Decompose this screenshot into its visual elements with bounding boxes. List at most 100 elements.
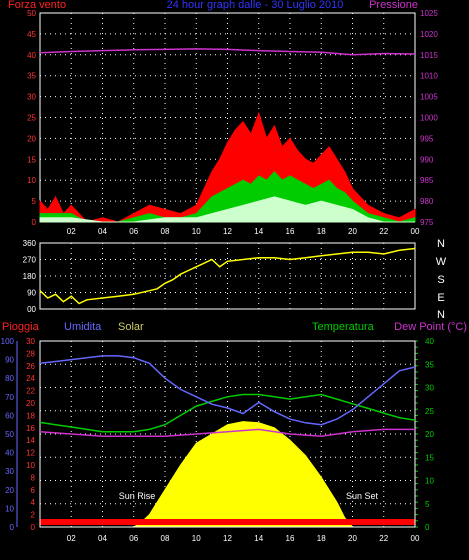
umidita-tick-label: 26 (26, 362, 35, 371)
pioggia-tick-label: 100 (1, 337, 15, 346)
label-temperatura: Temperatura (312, 321, 375, 333)
wind-series-area (39, 196, 415, 223)
top-title: 24 hour graph dalle - 30 Luglio 2010 (167, 0, 344, 11)
sun-set-label: Sun Set (346, 491, 379, 501)
right-tick-label: 1000 (420, 114, 438, 123)
x-tick-label: 00 (411, 534, 420, 543)
humidity-line (39, 355, 416, 426)
pioggia-tick-label: 40 (5, 449, 14, 458)
label-pioggia: Pioggia (2, 321, 40, 333)
left-tick-label: 25 (27, 114, 36, 123)
x-tick-label: 08 (161, 227, 170, 236)
x-tick-label: 02 (67, 227, 76, 236)
dir-tick-label: 360 (23, 239, 37, 248)
left-tick-label: 20 (27, 134, 36, 143)
x-tick-label: 02 (67, 534, 76, 543)
pioggia-tick-label: 70 (5, 393, 14, 402)
left-tick-label: 50 (27, 9, 36, 18)
left-tick-label: 40 (27, 51, 36, 60)
right-tick-label: 1010 (420, 72, 438, 81)
umidita-tick-label: 14 (26, 436, 35, 445)
temperature-line (39, 393, 416, 433)
umidita-tick-label: 16 (26, 424, 35, 433)
pioggia-tick-label: 60 (5, 411, 14, 420)
right-tick-label: 1005 (420, 93, 438, 102)
x-tick-label: 08 (161, 534, 170, 543)
right-tick-label: 1025 (420, 9, 438, 18)
compass-n-bottom: N (437, 309, 445, 321)
x-tick-label: 12 (223, 227, 232, 236)
pressure-line (39, 48, 416, 56)
dir-tick-label: 180 (23, 272, 37, 281)
pioggia-tick-label: 50 (5, 430, 14, 439)
dir-tick-label: 90 (27, 289, 36, 298)
umidita-tick-label: 28 (26, 349, 35, 358)
compass-w: W (436, 256, 447, 268)
pioggia-tick-label: 10 (5, 504, 14, 513)
umidita-tick-label: 24 (26, 374, 35, 383)
umidita-tick-label: 6 (31, 486, 36, 495)
left-tick-label: 45 (27, 30, 36, 39)
x-tick-label: 20 (348, 534, 357, 543)
right-tick-label: 975 (420, 218, 434, 227)
x-tick-label: 14 (254, 227, 263, 236)
dir-tick-label: 270 (23, 256, 37, 265)
temperatura-tick-label: 10 (425, 477, 434, 486)
dir-tick-label: 00 (27, 305, 36, 314)
umidita-tick-label: 2 (31, 511, 36, 520)
temperatura-tick-label: 15 (425, 453, 434, 462)
pioggia-tick-label: 80 (5, 374, 14, 383)
right-tick-label: 1015 (420, 51, 438, 60)
x-tick-label: 12 (223, 534, 232, 543)
x-tick-label: 06 (129, 227, 138, 236)
top-right-label: Pressione (369, 0, 418, 11)
left-tick-label: 15 (27, 155, 36, 164)
x-tick-label: 10 (192, 227, 201, 236)
temperatura-tick-label: 40 (425, 337, 434, 346)
left-tick-label: 0 (32, 218, 37, 227)
umidita-tick-label: 18 (26, 411, 35, 420)
umidita-tick-label: 8 (31, 473, 36, 482)
plot-frame (39, 340, 416, 528)
label-umidita: Umidita (64, 321, 102, 333)
umidita-tick-label: 12 (26, 449, 35, 458)
left-tick-label: 35 (27, 72, 36, 81)
x-tick-label: 16 (286, 534, 295, 543)
wind-pressure-chart: 0510152025303540455097598098599099510001… (27, 9, 438, 236)
x-tick-label: 22 (379, 534, 388, 543)
x-tick-label: 04 (98, 227, 107, 236)
compass-e: E (437, 292, 444, 304)
x-tick-label: 04 (98, 534, 107, 543)
rain-band (40, 519, 415, 525)
x-tick-label: 18 (317, 227, 326, 236)
right-tick-label: 980 (420, 197, 434, 206)
left-tick-label: 30 (27, 93, 36, 102)
sun-rise-label: Sun Rise (119, 491, 156, 501)
temperatura-tick-label: 5 (425, 500, 430, 509)
label-dewpoint: Dew Point (°C) (394, 321, 467, 333)
x-tick-label: 06 (129, 534, 138, 543)
right-tick-label: 985 (420, 176, 434, 185)
x-tick-label: 18 (317, 534, 326, 543)
right-tick-label: 995 (420, 134, 434, 143)
left-tick-label: 10 (27, 176, 36, 185)
compass-n-top: N (437, 238, 445, 250)
x-tick-label: 20 (348, 227, 357, 236)
umidita-tick-label: 0 (31, 523, 36, 532)
label-solar: Solar (118, 321, 144, 333)
temperatura-tick-label: 30 (425, 384, 434, 393)
top-left-label: Forza vento (8, 0, 66, 11)
temperatura-tick-label: 0 (425, 523, 430, 532)
umidita-tick-label: 30 (26, 337, 35, 346)
x-tick-label: 14 (254, 534, 263, 543)
x-tick-label: 00 (411, 227, 420, 236)
right-tick-label: 990 (420, 155, 434, 164)
left-tick-label: 5 (32, 197, 37, 206)
plot-frame (39, 242, 416, 310)
right-tick-label: 1020 (420, 30, 438, 39)
x-tick-label: 10 (192, 534, 201, 543)
temperatura-tick-label: 20 (425, 430, 434, 439)
umidita-tick-label: 22 (26, 387, 35, 396)
